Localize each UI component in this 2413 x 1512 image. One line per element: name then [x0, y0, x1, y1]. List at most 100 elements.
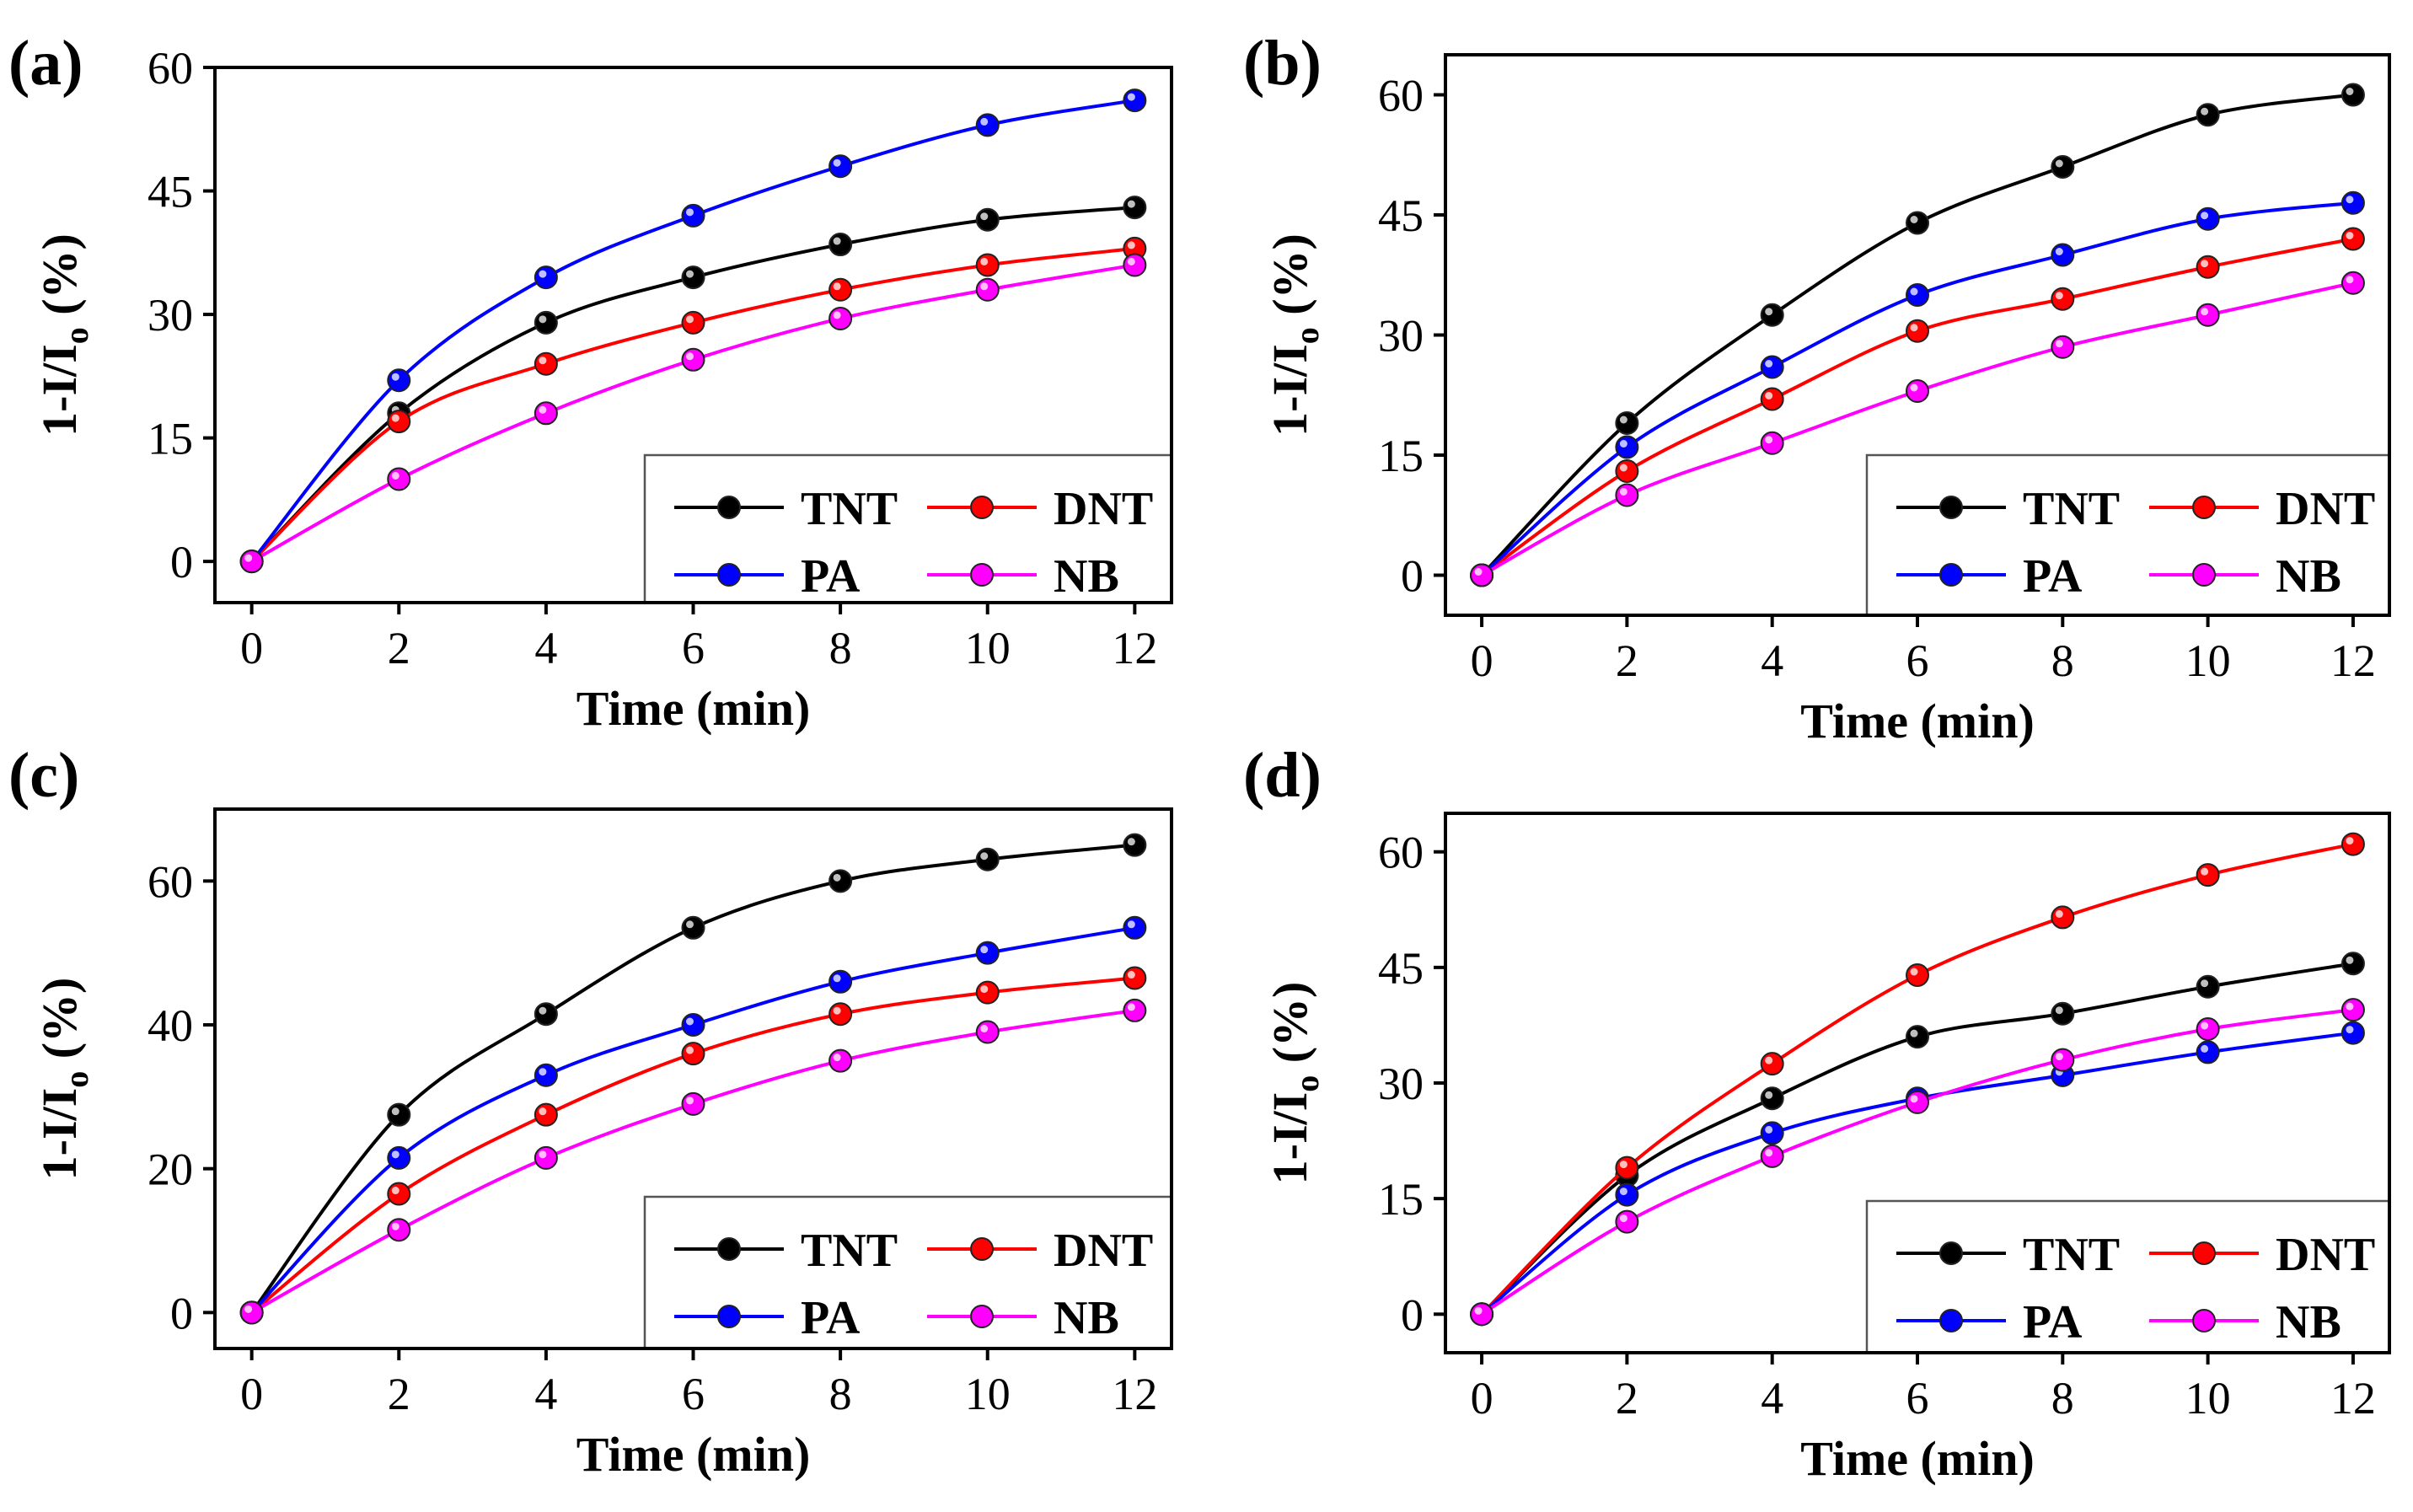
x-tick-label: 12	[2330, 1373, 2376, 1424]
data-point-pa	[387, 1145, 411, 1170]
x-tick-label: 10	[2185, 1373, 2231, 1424]
data-point-tnt	[1760, 1086, 1784, 1111]
data-point-highlight	[1765, 308, 1773, 316]
data-point-highlight	[2055, 159, 2063, 168]
panel-label: (c)	[8, 740, 79, 811]
legend-marker-tnt	[1939, 496, 1963, 519]
data-point-highlight	[539, 1107, 547, 1116]
data-point-pa	[681, 203, 705, 228]
legend-label-tnt: TNT	[801, 483, 898, 535]
chart-panel-2: (b) 0 2 4 6 8 10 12 0 15 30 45 60 Time (min) 1-I/Io (%…	[1243, 28, 2391, 748]
data-point-dnt	[1906, 963, 1929, 987]
legend-label-tnt: TNT	[2023, 483, 2120, 535]
data-point-dnt	[1760, 1052, 1784, 1076]
data-point-highlight	[686, 352, 694, 361]
x-tick-label: 6	[1906, 635, 1929, 686]
data-point-pa	[2051, 243, 2075, 267]
data-point-nb	[2341, 998, 2365, 1022]
data-point-nb	[2341, 271, 2365, 295]
legend: TNT DNT PA NB	[1865, 453, 2391, 617]
data-point-tnt	[534, 310, 558, 335]
y-tick-label: 45	[1378, 943, 1424, 994]
data-point-highlight	[1619, 464, 1627, 472]
data-point-pa	[2196, 1040, 2220, 1064]
data-point-nb	[534, 401, 558, 426]
data-point-highlight	[391, 1222, 399, 1231]
data-point-highlight	[391, 471, 399, 480]
data-point-nb	[239, 550, 264, 574]
data-point-highlight	[2201, 867, 2209, 876]
data-point-tnt	[2051, 155, 2075, 179]
plot-frame	[1444, 812, 2391, 1354]
legend-label-nb: NB	[2276, 550, 2341, 603]
x-axis-title: Time (min)	[576, 1427, 811, 1482]
data-point-highlight	[1765, 392, 1773, 399]
x-tick-label: 4	[534, 1369, 557, 1419]
data-point-tnt	[1906, 211, 1929, 235]
data-point-nb	[2051, 335, 2075, 359]
data-point-tnt	[975, 847, 1000, 871]
data-point-nb	[975, 277, 1000, 302]
x-tick-label: 4	[534, 623, 557, 673]
data-point-highlight	[2055, 1053, 2063, 1061]
chart-panel-3: (c) 0 2 4 6 8 10 12 0 20 40 60 Time (min) 1-I/Io (%) T…	[8, 740, 1173, 1482]
data-point-highlight	[539, 1150, 547, 1159]
data-point-highlight	[686, 1096, 694, 1105]
y-tick-label: 15	[1378, 1174, 1424, 1225]
x-tick-label: 10	[2185, 635, 2231, 686]
x-axis-title: Time (min)	[576, 681, 811, 736]
data-point-tnt	[534, 1002, 558, 1027]
data-point-highlight	[1910, 324, 1918, 332]
data-point-dnt	[681, 310, 705, 335]
data-point-highlight	[539, 270, 547, 278]
data-point-highlight	[2055, 909, 2063, 918]
data-point-nb	[1760, 1144, 1784, 1168]
data-point-highlight	[1619, 1188, 1627, 1196]
data-point-nb	[239, 1300, 264, 1325]
data-point-nb	[1615, 1209, 1639, 1234]
data-point-tnt	[1760, 303, 1784, 327]
y-tick-label: 30	[147, 290, 193, 340]
data-point-highlight	[833, 1054, 841, 1062]
data-point-highlight	[2346, 88, 2354, 95]
data-point-highlight	[1765, 436, 1773, 444]
data-point-tnt	[975, 207, 1000, 232]
x-tick-label: 4	[1761, 635, 1783, 686]
data-point-highlight	[1474, 1306, 1483, 1315]
data-point-highlight	[2201, 308, 2209, 316]
legend-marker-dnt	[970, 1237, 994, 1261]
data-point-highlight	[1910, 1029, 1918, 1037]
data-point-tnt	[1906, 1025, 1929, 1049]
y-axis-title: 1-I/Io (%)	[1263, 233, 1326, 437]
y-tick-label: 40	[147, 1000, 193, 1051]
y-axis-title: 1-I/Io (%)	[32, 978, 95, 1181]
data-point-highlight	[2201, 1021, 2209, 1030]
x-tick-label: 8	[2051, 635, 2074, 686]
y-tick-label: 30	[1378, 311, 1424, 362]
data-point-tnt	[681, 265, 705, 290]
legend-label-pa: PA	[2023, 1296, 2083, 1348]
plot-frame	[213, 66, 1173, 604]
data-point-highlight	[686, 920, 694, 929]
legend-marker-tnt	[717, 496, 741, 519]
data-point-highlight	[2055, 248, 2063, 255]
data-point-tnt	[387, 1102, 411, 1127]
x-tick-label: 10	[965, 623, 1011, 673]
data-point-highlight	[391, 1187, 399, 1195]
x-tick-label: 0	[240, 623, 263, 673]
x-tick-label: 4	[1761, 1373, 1783, 1424]
data-point-dnt	[2341, 832, 2365, 856]
legend-marker-pa	[1939, 1309, 1963, 1332]
data-point-highlight	[2346, 1002, 2354, 1011]
data-point-pa	[681, 1013, 705, 1037]
data-point-nb	[1123, 253, 1147, 277]
data-point-highlight	[1765, 1125, 1773, 1134]
legend-marker-pa	[1939, 563, 1963, 587]
x-tick-label: 2	[388, 1369, 410, 1419]
data-point-highlight	[980, 985, 989, 994]
data-point-highlight	[980, 946, 989, 954]
data-point-nb	[681, 1091, 705, 1116]
data-point-highlight	[980, 282, 989, 291]
data-point-pa	[2341, 190, 2365, 215]
data-point-highlight	[1619, 1161, 1627, 1169]
